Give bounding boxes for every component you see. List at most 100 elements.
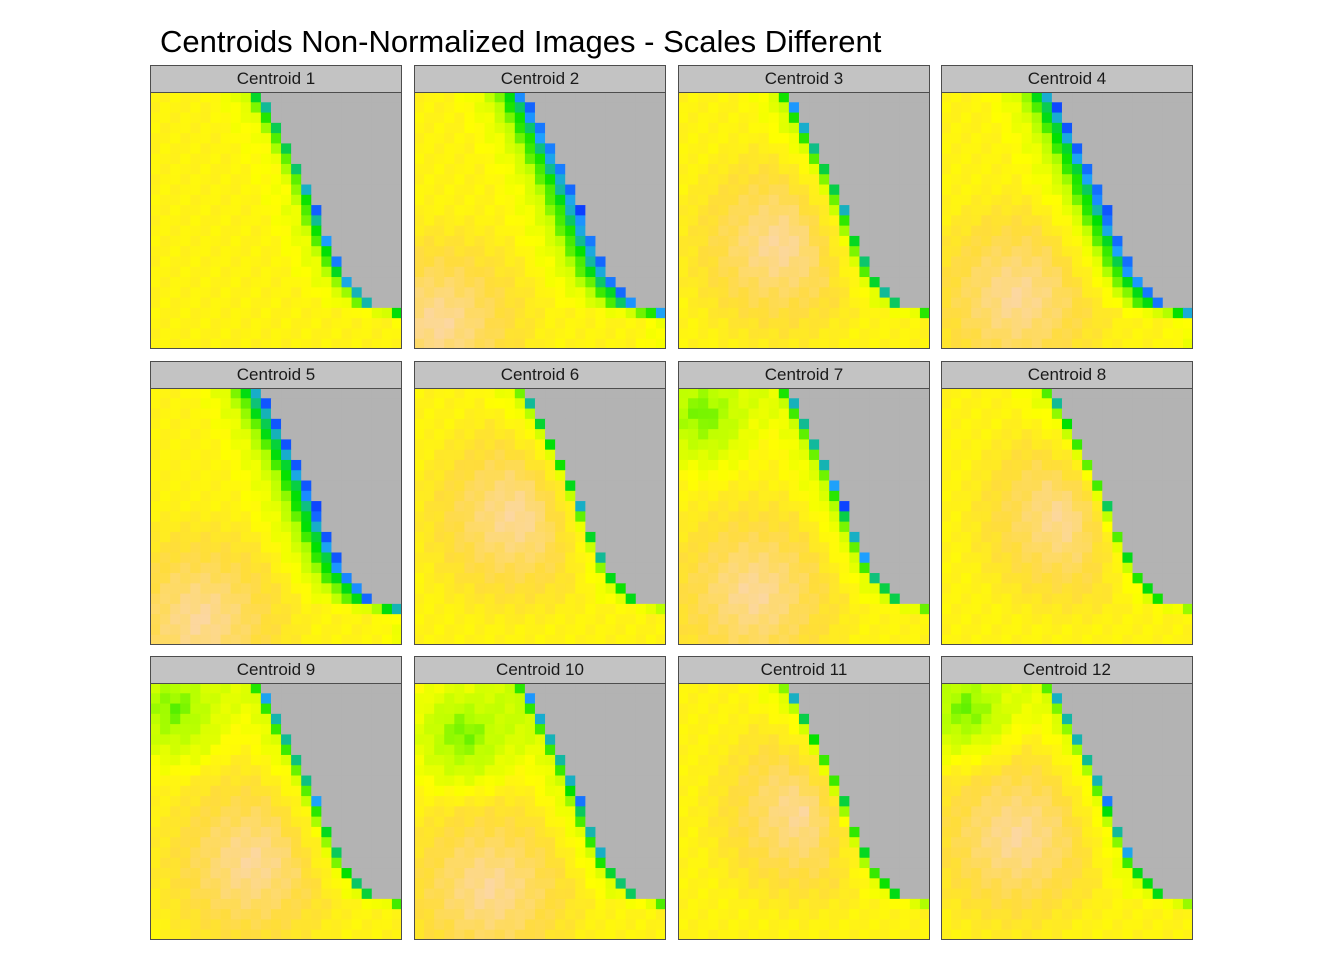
heatmap-cell — [1132, 573, 1144, 584]
heatmap-cell — [1051, 143, 1063, 155]
heatmap-cell — [1162, 490, 1174, 502]
heatmap-cell — [1172, 562, 1184, 574]
heatmap-cell — [605, 624, 617, 636]
heatmap-cell — [688, 573, 699, 584]
heatmap-cell — [1152, 225, 1164, 237]
heatmap-cell — [180, 624, 191, 636]
heatmap-cell — [1152, 521, 1164, 533]
heatmap-cell — [625, 418, 637, 430]
heatmap-cell — [859, 490, 871, 502]
heatmap-cell — [180, 194, 191, 206]
heatmap-cell — [150, 225, 161, 237]
heatmap-cell — [718, 490, 729, 502]
heatmap-cell — [829, 194, 840, 206]
heatmap-cell — [200, 480, 212, 492]
heatmap-cell — [1061, 501, 1073, 512]
heatmap-cell — [180, 184, 191, 196]
facet-strip-label: Centroid 8 — [941, 361, 1193, 389]
heatmap-cell — [150, 593, 161, 605]
heatmap-cell — [331, 215, 343, 227]
heatmap-cell — [1011, 511, 1023, 523]
heatmap-cell — [635, 614, 647, 626]
heatmap-cell — [434, 102, 445, 114]
heatmap-cell — [859, 133, 871, 144]
heatmap-cell — [688, 184, 699, 196]
heatmap-cell — [301, 184, 312, 196]
heatmap-cell — [575, 92, 586, 103]
heatmap-cell — [444, 408, 455, 420]
heatmap-cell — [230, 338, 242, 349]
heatmap-cell — [708, 624, 719, 636]
heatmap-cell — [919, 194, 930, 206]
heatmap-cell — [381, 593, 393, 605]
heatmap-cell — [1152, 388, 1164, 399]
heatmap-cell — [698, 490, 709, 502]
heatmap-cell — [1152, 266, 1164, 278]
heatmap-cell — [311, 205, 322, 216]
heatmap-cell — [504, 307, 516, 319]
heatmap-cell — [575, 338, 586, 349]
heatmap-cell — [190, 418, 201, 430]
heatmap-cell — [331, 163, 343, 175]
heatmap-cell — [728, 511, 740, 523]
heatmap-cell — [768, 153, 780, 165]
facet-strip-label: Centroid 1 — [150, 65, 402, 93]
heatmap-cell — [788, 398, 800, 410]
heatmap-cell — [504, 102, 516, 114]
heatmap-cell — [504, 388, 516, 399]
heatmap-cell — [991, 102, 1003, 114]
heatmap-cell — [270, 501, 282, 512]
heatmap-cell — [150, 184, 161, 196]
heatmap-cell — [391, 603, 402, 615]
heatmap-cell — [951, 603, 962, 615]
heatmap-cell — [849, 429, 861, 440]
heatmap-cell — [281, 603, 292, 615]
heatmap-cell — [240, 215, 252, 227]
heatmap-cell — [708, 235, 719, 247]
heatmap-cell — [270, 318, 282, 330]
heatmap-cell — [1021, 562, 1033, 574]
heatmap-cell — [414, 418, 425, 430]
heatmap-cell — [434, 634, 445, 645]
heatmap-cell — [1102, 583, 1113, 595]
heatmap-cell — [281, 624, 292, 636]
heatmap-cell — [778, 205, 790, 216]
heatmap-cell — [361, 235, 373, 247]
heatmap-cell — [1112, 174, 1124, 186]
heatmap-cell — [1162, 133, 1174, 144]
heatmap-cell — [494, 215, 506, 227]
heatmap-cell — [595, 246, 607, 258]
heatmap-cell — [635, 511, 647, 523]
heatmap-cell — [210, 122, 222, 134]
heatmap-cell — [748, 573, 760, 584]
heatmap-cell — [655, 153, 666, 165]
heatmap-cell — [494, 418, 506, 430]
heatmap-cell — [919, 408, 930, 420]
heatmap-cell — [1092, 102, 1103, 114]
heatmap-cell — [635, 603, 647, 615]
heatmap-cell — [524, 235, 536, 247]
heatmap-cell — [1102, 184, 1113, 196]
heatmap-cell — [788, 593, 800, 605]
heatmap-cell — [351, 297, 363, 309]
heatmap-cell — [869, 388, 881, 399]
heatmap-cell — [1051, 277, 1063, 288]
heatmap-cell — [839, 184, 850, 196]
heatmap-cell — [291, 470, 302, 482]
heatmap-cell — [270, 511, 282, 523]
heatmap-cell — [1082, 542, 1093, 554]
heatmap-cell — [595, 511, 607, 523]
heatmap-cell — [788, 287, 800, 299]
heatmap-cell — [738, 143, 750, 155]
heatmap-cell — [971, 102, 982, 114]
heatmap-cell — [768, 205, 780, 216]
heatmap-cell — [625, 122, 637, 134]
heatmap-cell — [180, 573, 191, 584]
heatmap-cell — [391, 92, 402, 103]
heatmap-cell — [434, 235, 445, 247]
heatmap-cell — [414, 501, 425, 512]
heatmap-cell — [160, 266, 171, 278]
heatmap-cell — [464, 418, 476, 430]
heatmap-cell — [565, 287, 576, 299]
heatmap-cell — [260, 583, 272, 595]
